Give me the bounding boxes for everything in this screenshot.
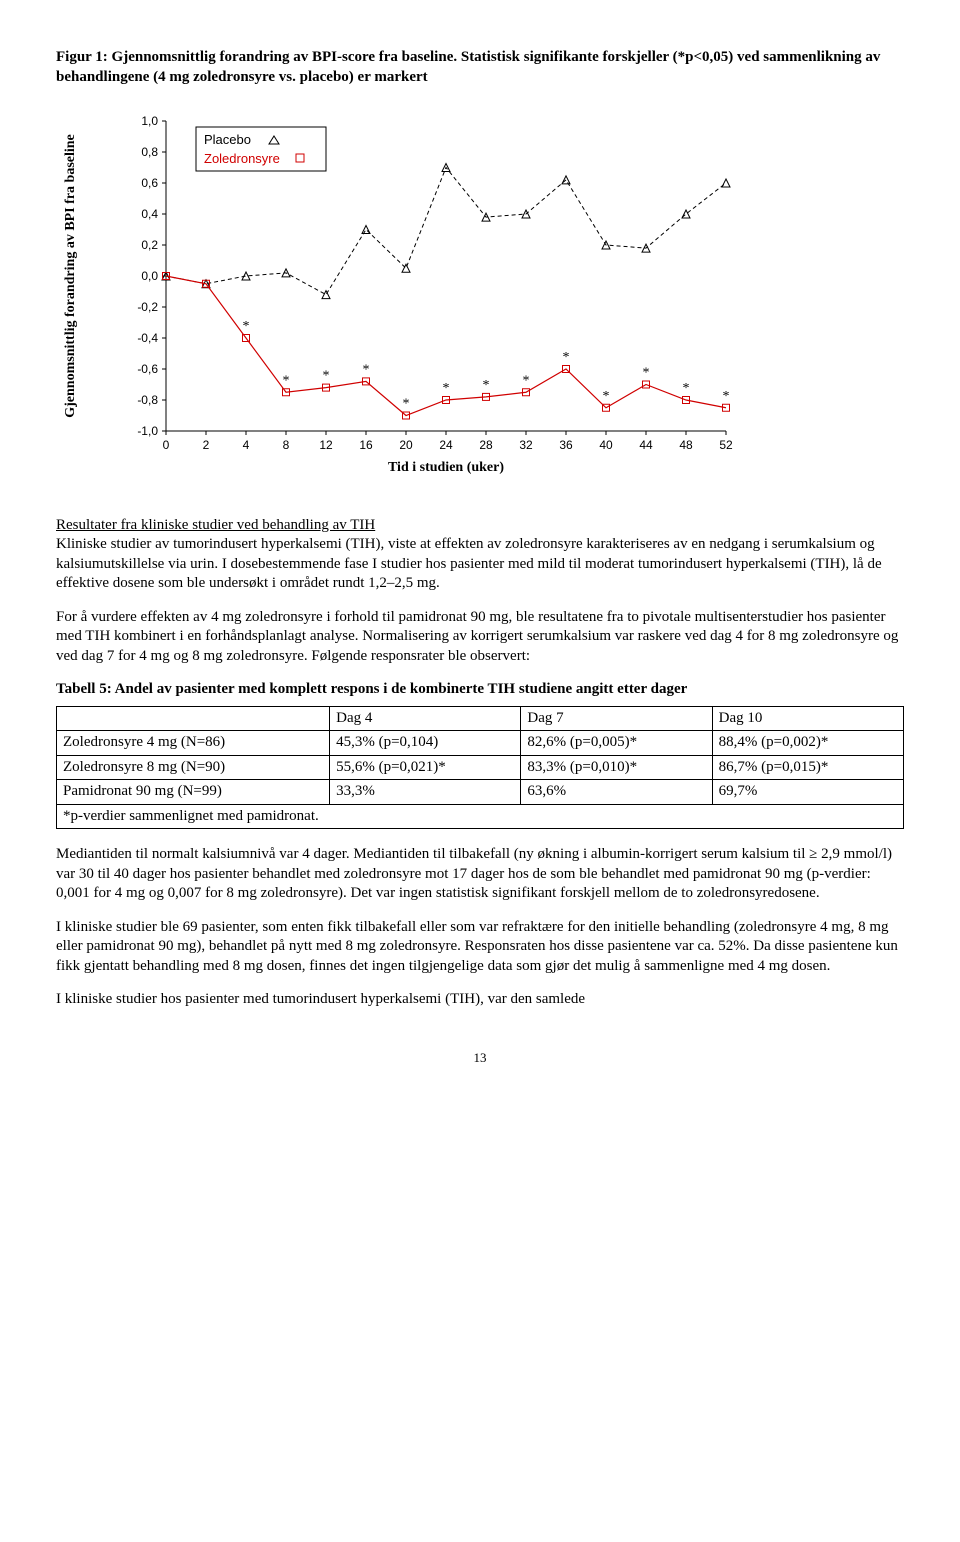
table-row: Pamidronat 90 mg (N=99)33,3%63,6%69,7% (57, 780, 904, 805)
table-row: Zoledronsyre 4 mg (N=86)45,3% (p=0,104)8… (57, 731, 904, 756)
y-tick-label: -0,6 (137, 362, 158, 376)
significance-star: * (523, 373, 530, 388)
table-cell: Zoledronsyre 4 mg (N=86) (57, 731, 330, 756)
y-tick-label: 1,0 (141, 114, 158, 128)
table-cell: 83,3% (p=0,010)* (521, 755, 712, 780)
significance-star: * (323, 369, 330, 384)
table-cell: 69,7% (712, 780, 903, 805)
table-cell: 33,3% (330, 780, 521, 805)
response-table: Dag 4Dag 7Dag 10 Zoledronsyre 4 mg (N=86… (56, 706, 904, 830)
x-tick-label: 0 (163, 438, 170, 452)
significance-star: * (483, 378, 490, 393)
results-heading: Resultater fra kliniske studier ved beha… (56, 517, 375, 533)
y-tick-label: -0,8 (137, 393, 158, 407)
y-axis-label: Gjennomsnittlig forandring av BPI fra ba… (63, 134, 78, 418)
x-tick-label: 12 (319, 438, 333, 452)
significance-star: * (243, 319, 250, 334)
y-tick-label: 0,6 (141, 176, 158, 190)
paragraph-4: I kliniske studier ble 69 pasienter, som… (56, 918, 904, 977)
legend-zoledronsyre-label: Zoledronsyre (204, 151, 280, 166)
paragraph-results: Resultater fra kliniske studier ved beha… (56, 516, 904, 594)
x-tick-label: 52 (719, 438, 733, 452)
table-cell: Zoledronsyre 8 mg (N=90) (57, 755, 330, 780)
significance-star: * (643, 366, 650, 381)
x-tick-label: 36 (559, 438, 573, 452)
table-footnote-cell: *p-verdier sammenlignet med pamidronat. (57, 804, 904, 829)
table-cell: 45,3% (p=0,104) (330, 731, 521, 756)
significance-star: * (403, 397, 410, 412)
placebo-line (166, 168, 726, 295)
x-axis-label: Tid i studien (uker) (388, 460, 504, 475)
x-tick-label: 48 (679, 438, 693, 452)
significance-star: * (563, 350, 570, 365)
table-cell: 55,6% (p=0,021)* (330, 755, 521, 780)
significance-star: * (363, 362, 370, 377)
x-tick-label: 20 (399, 438, 413, 452)
y-tick-label: 0,0 (141, 269, 158, 283)
table-cell: 63,6% (521, 780, 712, 805)
x-tick-label: 24 (439, 438, 453, 452)
figure-caption: Figur 1: Gjennomsnittlig forandring av B… (56, 48, 904, 87)
legend-placebo-label: Placebo (204, 132, 251, 147)
paragraph-5: I kliniske studier hos pasienter med tum… (56, 990, 904, 1010)
table-row: *p-verdier sammenlignet med pamidronat. (57, 804, 904, 829)
table-header-cell (57, 706, 330, 731)
paragraph-3: Mediantiden til normalt kalsiumnivå var … (56, 845, 904, 904)
x-tick-label: 2 (203, 438, 210, 452)
y-tick-label: 0,2 (141, 238, 158, 252)
x-tick-label: 44 (639, 438, 653, 452)
significance-star: * (683, 381, 690, 396)
table-cell: 88,4% (p=0,002)* (712, 731, 903, 756)
chart-svg: Gjennomsnittlig forandring av BPI fra ba… (56, 111, 796, 491)
table-caption: Tabell 5: Andel av pasienter med komplet… (56, 680, 904, 700)
table-row: Zoledronsyre 8 mg (N=90)55,6% (p=0,021)*… (57, 755, 904, 780)
significance-star: * (723, 389, 730, 404)
significance-star: * (283, 373, 290, 388)
paragraph-2: For å vurdere effekten av 4 mg zoledrons… (56, 608, 904, 667)
y-tick-label: 0,4 (141, 207, 158, 221)
y-tick-label: -0,2 (137, 300, 158, 314)
figure-chart: Gjennomsnittlig forandring av BPI fra ba… (56, 111, 904, 498)
y-tick-label: -0,4 (137, 331, 158, 345)
placebo-marker (322, 291, 330, 299)
page-number: 13 (56, 1050, 904, 1067)
y-tick-label: -1,0 (137, 424, 158, 438)
x-tick-label: 16 (359, 438, 373, 452)
significance-star: * (443, 381, 450, 396)
x-tick-label: 8 (283, 438, 290, 452)
x-tick-label: 32 (519, 438, 533, 452)
table-header-cell: Dag 10 (712, 706, 903, 731)
paragraph-1: Kliniske studier av tumorindusert hyperk… (56, 536, 882, 591)
table-header-cell: Dag 7 (521, 706, 712, 731)
table-header-cell: Dag 4 (330, 706, 521, 731)
x-tick-label: 4 (243, 438, 250, 452)
x-tick-label: 40 (599, 438, 613, 452)
significance-star: * (603, 389, 610, 404)
y-tick-label: 0,8 (141, 145, 158, 159)
table-cell: 86,7% (p=0,015)* (712, 755, 903, 780)
table-cell: Pamidronat 90 mg (N=99) (57, 780, 330, 805)
table-cell: 82,6% (p=0,005)* (521, 731, 712, 756)
x-tick-label: 28 (479, 438, 493, 452)
